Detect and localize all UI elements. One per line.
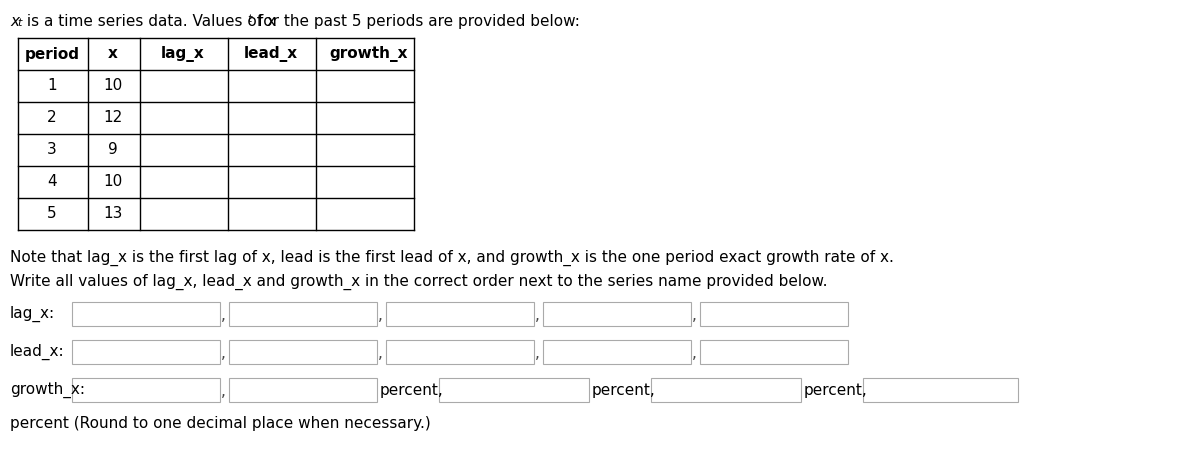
Text: lead_x: lead_x xyxy=(244,46,298,62)
Text: is a time series data. Values of x: is a time series data. Values of x xyxy=(22,14,276,29)
Text: 3: 3 xyxy=(47,142,56,157)
Text: 2: 2 xyxy=(47,111,56,126)
Bar xyxy=(439,378,589,402)
Bar xyxy=(863,378,1018,402)
Text: ,: , xyxy=(221,383,226,398)
Text: lag_x:: lag_x: xyxy=(10,306,55,322)
Bar xyxy=(229,340,377,364)
Bar xyxy=(650,378,802,402)
Text: percent,: percent, xyxy=(804,382,868,397)
Bar xyxy=(229,378,377,402)
Text: lag_x: lag_x xyxy=(161,46,205,62)
Text: period: period xyxy=(24,47,79,62)
Text: ,: , xyxy=(692,346,697,361)
Bar xyxy=(229,302,377,326)
Text: 4: 4 xyxy=(47,175,56,190)
Text: ,: , xyxy=(692,307,697,323)
Text: t: t xyxy=(17,18,22,28)
Text: percent,: percent, xyxy=(592,382,655,397)
Bar xyxy=(542,340,691,364)
Text: Write all values of lag_x, lead_x and growth_x in the correct order next to the : Write all values of lag_x, lead_x and gr… xyxy=(10,274,828,290)
Text: growth_x: growth_x xyxy=(330,46,408,62)
Text: 10: 10 xyxy=(103,175,122,190)
Text: percent,: percent, xyxy=(380,382,444,397)
Text: Note that lag_x is the first lag of x, lead is the first lead of x, and growth_x: Note that lag_x is the first lag of x, l… xyxy=(10,250,894,266)
Text: x: x xyxy=(108,47,118,62)
Text: x: x xyxy=(10,14,19,29)
Text: 1: 1 xyxy=(47,78,56,93)
Bar xyxy=(542,302,691,326)
Text: percent (Round to one decimal place when necessary.): percent (Round to one decimal place when… xyxy=(10,416,431,431)
Text: for the past 5 periods are provided below:: for the past 5 periods are provided belo… xyxy=(253,14,580,29)
Text: ,: , xyxy=(535,307,540,323)
Text: t: t xyxy=(247,14,251,24)
Bar xyxy=(700,340,848,364)
Text: 9: 9 xyxy=(108,142,118,157)
Text: ,: , xyxy=(378,307,383,323)
Text: 13: 13 xyxy=(103,206,122,221)
Text: 5: 5 xyxy=(47,206,56,221)
Text: ,: , xyxy=(535,346,540,361)
Text: growth_x:: growth_x: xyxy=(10,382,85,398)
Bar xyxy=(72,378,220,402)
Bar xyxy=(386,340,534,364)
Bar xyxy=(700,302,848,326)
Text: ,: , xyxy=(221,307,226,323)
Text: 10: 10 xyxy=(103,78,122,93)
Text: ,: , xyxy=(221,346,226,361)
Text: 12: 12 xyxy=(103,111,122,126)
Text: ,: , xyxy=(378,346,383,361)
Bar xyxy=(72,302,220,326)
Bar xyxy=(72,340,220,364)
Text: lead_x:: lead_x: xyxy=(10,344,65,360)
Bar xyxy=(386,302,534,326)
